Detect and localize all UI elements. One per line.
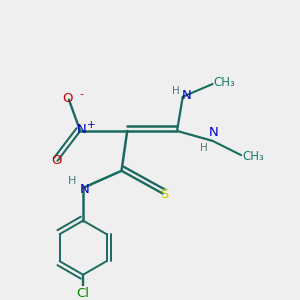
Text: CH₃: CH₃ [242, 150, 264, 163]
Text: CH₃: CH₃ [214, 76, 235, 89]
Text: H: H [68, 176, 76, 186]
Text: N: N [209, 126, 219, 139]
Text: Cl: Cl [76, 287, 90, 300]
Text: +: + [87, 120, 95, 130]
Text: N: N [181, 89, 191, 102]
Text: O: O [51, 154, 61, 167]
Text: S: S [160, 188, 168, 202]
Text: H: H [200, 143, 208, 153]
Text: -: - [80, 89, 84, 100]
Text: N: N [80, 183, 89, 196]
Text: O: O [62, 92, 73, 105]
Text: H: H [172, 85, 179, 95]
Text: N: N [77, 123, 86, 136]
